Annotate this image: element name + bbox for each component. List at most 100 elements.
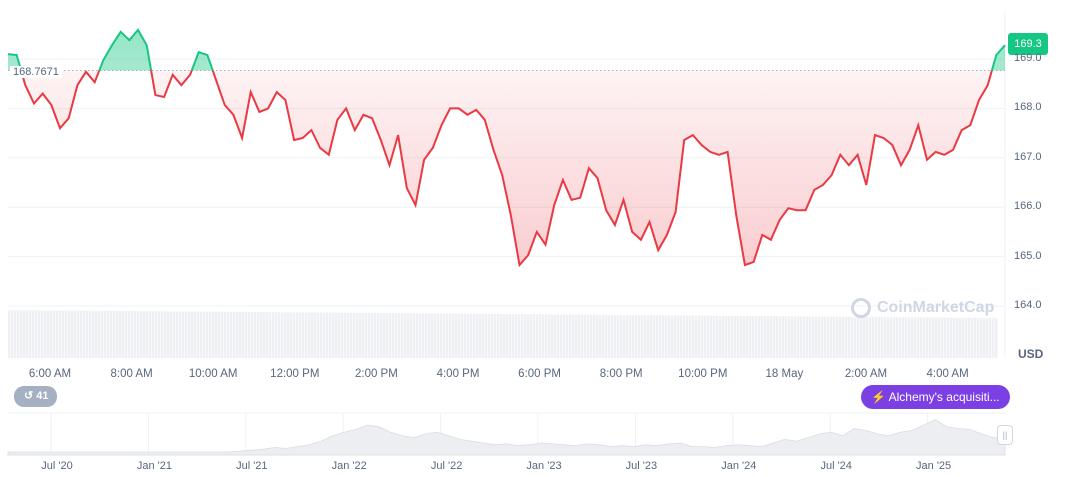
- y-tick-label: 165.0: [1014, 249, 1042, 262]
- volume-bar: [14, 310, 17, 358]
- volume-bar: [143, 311, 146, 358]
- volume-bar: [641, 315, 644, 358]
- volume-bar: [863, 316, 866, 358]
- volume-bar: [98, 310, 101, 358]
- x-tick-label: 4:00 PM: [436, 368, 480, 380]
- volume-bar: [659, 315, 662, 358]
- volume-bar: [827, 316, 830, 358]
- volume-bar: [353, 312, 356, 358]
- volume-bar: [560, 314, 563, 358]
- volume-bar: [620, 314, 623, 358]
- volume-bar: [512, 314, 515, 358]
- volume-bar: [203, 311, 206, 358]
- volume-bar: [809, 316, 812, 358]
- news-event-badge[interactable]: ⚡ Alchemy's acquisiti...: [861, 385, 1010, 409]
- volume-bar: [707, 315, 710, 358]
- volume-bar: [611, 314, 614, 358]
- volume-bar: [299, 312, 302, 358]
- volume-bar: [932, 317, 935, 358]
- x-tick-label: 10:00 AM: [188, 368, 238, 380]
- volume-bar: [677, 315, 680, 358]
- volume-bar: [317, 312, 320, 358]
- volume-bar: [950, 317, 953, 358]
- volume-bar: [851, 316, 854, 358]
- volume-bar: [236, 311, 239, 358]
- volume-bar: [452, 313, 455, 358]
- volume-bar: [845, 316, 848, 358]
- lightning-icon: ⚡: [871, 390, 886, 404]
- volume-bar: [953, 317, 956, 358]
- volume-bar: [824, 316, 827, 358]
- volume-bar: [104, 310, 107, 358]
- events-count-badge[interactable]: ↺ 41: [14, 386, 57, 407]
- volume-bar: [488, 313, 491, 358]
- volume-bar: [854, 316, 857, 358]
- volume-bar: [716, 315, 719, 358]
- navigator-x-tick-label: Jul '20: [41, 460, 73, 472]
- volume-bar: [251, 312, 254, 358]
- volume-bar: [137, 311, 140, 358]
- volume-bar: [632, 315, 635, 358]
- volume-bar: [959, 317, 962, 358]
- volume-bar: [167, 311, 170, 358]
- volume-bar: [908, 317, 911, 358]
- volume-bar: [941, 317, 944, 358]
- volume-bar: [500, 314, 503, 358]
- volume-bar: [335, 312, 338, 358]
- volume-bar: [497, 313, 500, 358]
- volume-bar: [623, 314, 626, 358]
- volume-bar: [776, 316, 779, 358]
- navigator-x-tick-label: Jan '23: [526, 460, 562, 472]
- volume-bar: [494, 313, 497, 358]
- volume-bar: [368, 312, 371, 358]
- volume-bar: [74, 310, 77, 358]
- volume-bar: [758, 316, 761, 358]
- volume-bar: [200, 311, 203, 358]
- navigator-area: [7, 419, 1006, 456]
- navigator-handle[interactable]: ||: [997, 425, 1013, 445]
- volume-bar: [80, 310, 83, 358]
- x-tick-label: 2:00 AM: [844, 368, 888, 380]
- volume-bar: [32, 310, 35, 358]
- x-tick-label: 4:00 AM: [926, 368, 969, 380]
- x-tick-label: 12:00 PM: [270, 368, 320, 380]
- x-tick-label: 18 May: [765, 368, 804, 380]
- volume-bar: [119, 310, 122, 358]
- volume-bar: [866, 316, 869, 358]
- volume-bar: [518, 314, 521, 358]
- coinmarketcap-logo-icon: [851, 298, 871, 318]
- volume-bar: [305, 312, 308, 358]
- volume-bar: [794, 316, 797, 358]
- volume-bar: [29, 310, 32, 358]
- volume-bar: [371, 312, 374, 358]
- volume-bar: [125, 311, 128, 358]
- volume-bar: [650, 315, 653, 358]
- volume-bar: [362, 312, 365, 358]
- volume-bar: [230, 311, 233, 358]
- volume-bar: [617, 314, 620, 358]
- volume-bar: [347, 312, 350, 358]
- volume-bar: [215, 311, 218, 358]
- baseline-label: 168.7671: [10, 66, 62, 78]
- volume-bar: [545, 314, 548, 358]
- area-above-baseline: [8, 29, 1005, 71]
- volume-bar: [515, 314, 518, 358]
- volume-bar: [248, 311, 251, 358]
- volume-bar: [920, 317, 923, 358]
- volume-bar: [398, 313, 401, 358]
- volume-bar: [77, 310, 80, 358]
- volume-bar: [83, 310, 86, 358]
- volume-bar: [848, 316, 851, 358]
- volume-bar: [287, 312, 290, 358]
- volume-bar: [782, 316, 785, 358]
- volume-bar: [590, 314, 593, 358]
- volume-bar: [407, 313, 410, 358]
- y-tick-label: 164.0: [1014, 299, 1042, 311]
- volume-bar: [68, 310, 71, 358]
- volume-bar: [95, 310, 98, 358]
- volume-bar: [923, 317, 926, 358]
- volume-bar: [65, 310, 68, 358]
- volume-bar: [464, 313, 467, 358]
- volume-bar: [890, 317, 893, 358]
